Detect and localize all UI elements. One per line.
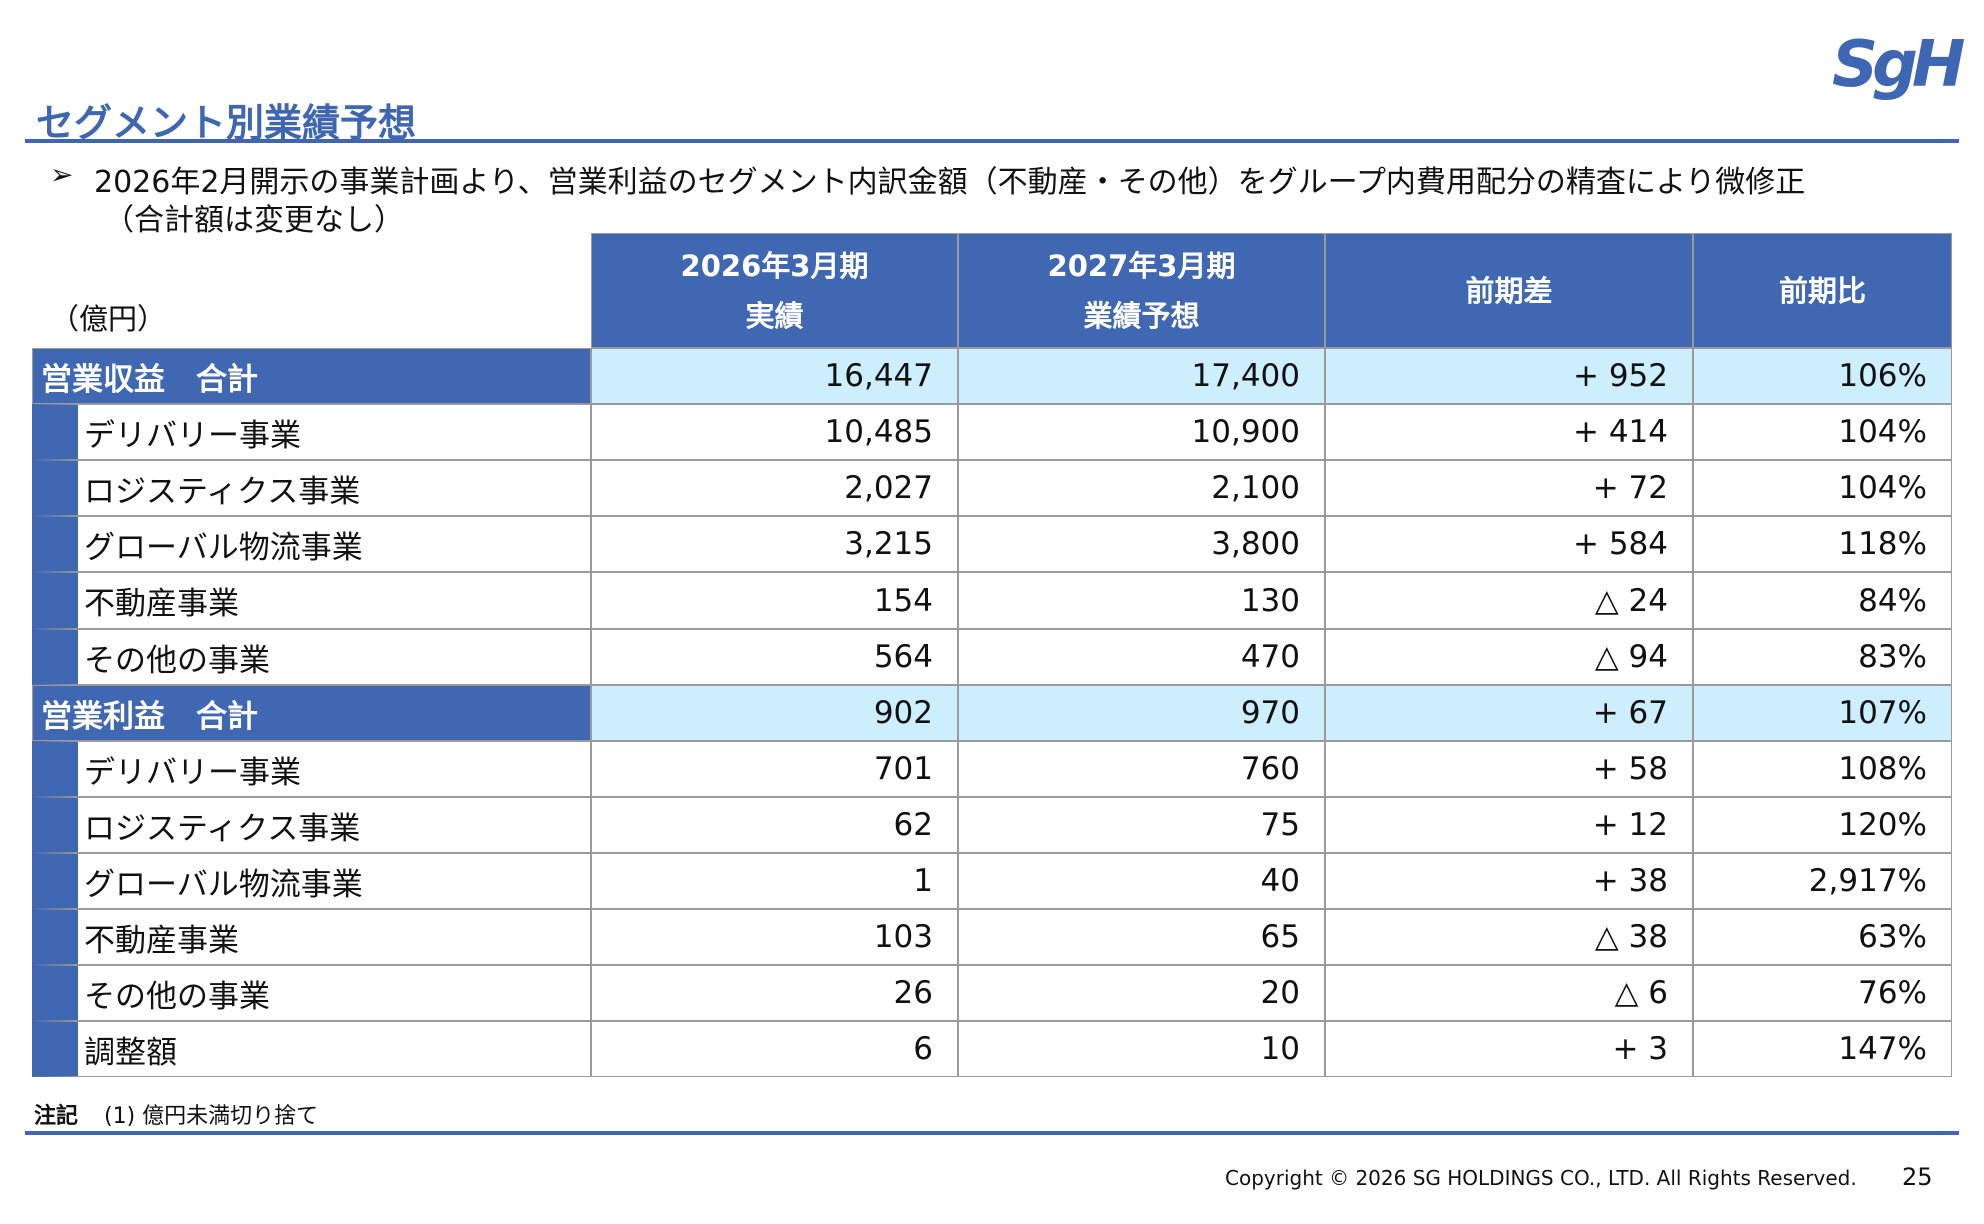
- row-label: デリバリー事業: [32, 741, 591, 797]
- row-label: 不動産事業: [32, 572, 591, 629]
- row-label: デリバリー事業: [32, 404, 591, 460]
- cell: △ 38: [1325, 909, 1693, 965]
- cell: 2,100: [958, 460, 1325, 516]
- cell: 2,027: [591, 460, 958, 516]
- row-label: 調整額: [32, 1021, 591, 1077]
- cell: 106%: [1693, 348, 1952, 404]
- cell: △ 6: [1325, 965, 1693, 1021]
- cell: 147%: [1693, 1021, 1952, 1077]
- row-label: ロジスティクス事業: [32, 797, 591, 853]
- unit-label: （億円）: [50, 302, 167, 336]
- cell: 3,215: [591, 516, 958, 572]
- column-header-line: 2026年3月期: [680, 248, 869, 283]
- cell: + 38: [1325, 853, 1693, 909]
- row-label: その他の事業: [32, 965, 591, 1021]
- cell: 26: [591, 965, 958, 1021]
- cell: 10,900: [958, 404, 1325, 460]
- column-header: 前期比: [1693, 233, 1952, 348]
- cell: 76%: [1693, 965, 1952, 1021]
- cell: 154: [591, 572, 958, 629]
- bullet-text: 2026年2月開示の事業計画より、営業利益のセグメント内訳金額（不動産・その他）…: [94, 165, 1806, 200]
- cell: + 584: [1325, 516, 1693, 572]
- page-number: 25: [1902, 1163, 1933, 1191]
- column-header: 前期差: [1325, 233, 1693, 348]
- cell: 104%: [1693, 404, 1952, 460]
- cell: 760: [958, 741, 1325, 797]
- cell: 118%: [1693, 516, 1952, 572]
- cell: 20: [958, 965, 1325, 1021]
- cell: 65: [958, 909, 1325, 965]
- row-label: その他の事業: [32, 629, 591, 685]
- row-label: グローバル物流事業: [32, 853, 591, 909]
- title: セグメント別業績予想: [36, 101, 417, 145]
- cell: + 3: [1325, 1021, 1693, 1077]
- cell: 10,485: [591, 404, 958, 460]
- row-label: 不動産事業: [32, 909, 591, 965]
- cell: 16,447: [591, 348, 958, 404]
- column-header: 2026年3月期 実績: [591, 233, 958, 348]
- logo: SgH: [1832, 28, 1965, 102]
- note-text: (1) 億円未満切り捨て: [104, 1104, 319, 1129]
- note-heading: 注記: [34, 1104, 79, 1129]
- cell: 701: [591, 741, 958, 797]
- cell: 63%: [1693, 909, 1952, 965]
- cell: △ 24: [1325, 572, 1693, 629]
- cell: 40: [958, 853, 1325, 909]
- cell: 104%: [1693, 460, 1952, 516]
- total-label: 営業収益 合計: [32, 348, 591, 404]
- title-rule: [25, 139, 1959, 143]
- column-header: 2027年3月期 業績予想: [958, 233, 1325, 348]
- cell: 564: [591, 629, 958, 685]
- copyright: Copyright © 2026 SG HOLDINGS CO., LTD. A…: [1225, 1166, 1857, 1190]
- cell: 902: [591, 685, 958, 741]
- cell: 470: [958, 629, 1325, 685]
- cell: 75: [958, 797, 1325, 853]
- column-header-line: 実績: [745, 298, 804, 333]
- row-label: ロジスティクス事業: [32, 460, 591, 516]
- cell: 62: [591, 797, 958, 853]
- cell: + 414: [1325, 404, 1693, 460]
- footer-rule: [25, 1131, 1959, 1135]
- cell: 970: [958, 685, 1325, 741]
- cell: 1: [591, 853, 958, 909]
- cell: △ 94: [1325, 629, 1693, 685]
- cell: 130: [958, 572, 1325, 629]
- cell: + 952: [1325, 348, 1693, 404]
- bullet-marker: ➢: [50, 158, 74, 191]
- cell: 83%: [1693, 629, 1952, 685]
- column-header-line: 2027年3月期: [1047, 248, 1236, 283]
- row-label: グローバル物流事業: [32, 516, 591, 572]
- column-header-line: 前期差: [1465, 273, 1553, 308]
- cell: + 67: [1325, 685, 1693, 741]
- cell: 107%: [1693, 685, 1952, 741]
- total-label: 営業利益 合計: [32, 685, 591, 741]
- column-header-line: 業績予想: [1083, 298, 1200, 333]
- cell: 10: [958, 1021, 1325, 1077]
- cell: + 12: [1325, 797, 1693, 853]
- cell: 3,800: [958, 516, 1325, 572]
- cell: 108%: [1693, 741, 1952, 797]
- cell: + 58: [1325, 741, 1693, 797]
- cell: + 72: [1325, 460, 1693, 516]
- cell: 103: [591, 909, 958, 965]
- cell: 2,917%: [1693, 853, 1952, 909]
- cell: 6: [591, 1021, 958, 1077]
- cell: 120%: [1693, 797, 1952, 853]
- column-header-line: 前期比: [1778, 273, 1866, 308]
- bullet-text: （合計額は変更なし）: [104, 203, 404, 238]
- cell: 17,400: [958, 348, 1325, 404]
- cell: 84%: [1693, 572, 1952, 629]
